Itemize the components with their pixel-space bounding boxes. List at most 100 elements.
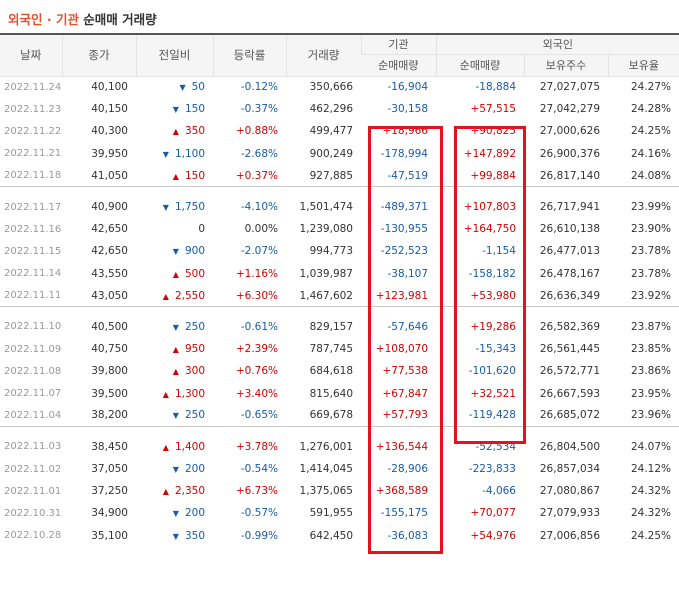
row-change: ▲ 500 (136, 263, 213, 285)
row-date: 2022.11.10 (4, 321, 62, 333)
row-change: 0 (136, 218, 213, 240)
table-row: 2022.11.16 42,650 0 0.00% 1,239,080 -130,955 +… (0, 218, 679, 240)
triangle-up-icon: ▲ (172, 367, 179, 377)
row-date: 2022.11.15 (4, 245, 62, 257)
row-foreign-net: -4,066 (482, 485, 516, 498)
row-holding-ratio: 23.96% (608, 404, 679, 428)
row-rate: 0.00% (244, 223, 278, 236)
row-holding-ratio: 23.92% (608, 284, 679, 308)
row-institution-net: -57,646 (387, 320, 428, 333)
table-row: 2022.11.17 40,900 ▼ 1,750 -4.10% 1,501,474 -48… (0, 196, 679, 218)
row-holding-ratio: 24.28% (630, 103, 672, 116)
row-holdings: 27,079,933 (539, 507, 600, 520)
row-foreign-net: +53,980 (436, 284, 524, 308)
row-rate: -0.57% (240, 507, 278, 520)
header-holdings: 보유주수 (523, 54, 608, 77)
row-institution-net: -30,158 (387, 103, 428, 116)
row-rate: +3.40% (235, 387, 278, 400)
row-change-value: 200 (184, 507, 205, 520)
row-volume: 1,276,001 (299, 440, 353, 453)
row-holding-ratio: 24.08% (608, 164, 679, 188)
row-change: ▲ 350 (136, 120, 213, 142)
row-rate: +6.73% (235, 485, 278, 498)
row-holdings: 27,027,075 (539, 81, 600, 94)
triangle-down-icon: ▼ (172, 509, 179, 519)
row-rate: -0.99% (240, 529, 278, 542)
row-date: 2022.11.03 (4, 441, 62, 453)
row-holding-ratio: 24.25% (630, 125, 672, 138)
row-change-value: 250 (184, 409, 205, 422)
row-close: 37,250 (91, 485, 128, 498)
table-row: 2022.11.11 43,050 ▲ 2,550 +6.30% 1,467,602 +12… (0, 284, 679, 308)
table-row: 2022.10.31 34,900 ▼ 200 -0.57% 591,955 -155,17… (0, 502, 679, 524)
row-rate: +0.88% (235, 125, 278, 138)
row-rate: -0.61% (240, 320, 278, 333)
row-foreign-net: -158,182 (468, 267, 516, 280)
row-date: 2022.11.04 (0, 404, 62, 428)
section-title-accent: 외국인 · 기관 (8, 12, 79, 27)
row-change: ▼ 50 (136, 76, 213, 98)
table-row: 2022.11.24 40,100 ▼ 50 -0.12% 350,666 -16,904 -… (0, 76, 679, 98)
row-date: 2022.11.09 (4, 343, 62, 355)
table-header: 날짜 종가 전일비 등락률 거래량 기관 외국인 순매매량 순매매량 보유주수 … (0, 34, 679, 77)
row-volume: 1,039,987 (299, 267, 353, 280)
row-close: 39,500 (91, 387, 128, 400)
row-rate: -2.68% (240, 147, 278, 160)
row-institution-net: -28,906 (387, 463, 428, 476)
row-holding-ratio: 24.25% (630, 529, 672, 542)
row-institution-net: +18,966 (382, 125, 428, 138)
row-volume: 499,477 (309, 125, 353, 138)
table-row: 2022.11.04 38,200 ▼ 250 -0.65% 669,678 +57,793… (0, 404, 679, 428)
row-close: 43,550 (91, 267, 128, 280)
row-foreign-net: -18,884 (475, 81, 516, 94)
triangle-down-icon: ▼ (172, 411, 179, 421)
row-holdings: 26,478,167 (539, 267, 600, 280)
row-close: 42,650 (91, 223, 128, 236)
row-institution-net: -47,519 (361, 164, 436, 188)
row-change-value: 1,750 (174, 201, 205, 214)
row-date: 2022.11.17 (4, 201, 62, 213)
row-institution-net: +368,589 (375, 485, 428, 498)
row-holding-ratio: 23.87% (630, 320, 672, 333)
header-volume: 거래량 (285, 34, 361, 77)
row-institution-net: +57,793 (361, 404, 436, 428)
row-close: 40,100 (91, 81, 128, 94)
row-change: ▼ 200 (136, 458, 213, 480)
row-institution-net: -252,523 (380, 245, 428, 258)
row-change-value: 950 (184, 343, 205, 356)
row-date: 2022.10.31 (4, 507, 62, 519)
row-close: 41,050 (62, 164, 136, 188)
row-holding-ratio: 24.27% (630, 81, 672, 94)
row-holdings: 26,582,369 (539, 320, 600, 333)
header-foreign: 외국인 (435, 34, 679, 55)
table-row: 2022.11.07 39,500 ▲ 1,300 +3.40% 815,640 +67,8… (0, 382, 679, 404)
row-holdings: 26,636,349 (524, 284, 608, 308)
row-holdings: 27,006,856 (539, 529, 600, 542)
row-volume: 1,501,474 (299, 201, 353, 214)
header-institution-net: 순매매량 (361, 54, 436, 77)
row-holdings: 26,717,941 (539, 201, 600, 214)
row-change: ▲ 2,550 (136, 284, 213, 308)
row-holding-ratio: 24.32% (630, 485, 672, 498)
row-date: 2022.11.11 (0, 284, 62, 308)
row-rate: -0.37% (240, 103, 278, 116)
row-close: 43,050 (62, 284, 136, 308)
table-row: 2022.11.03 38,450 ▲ 1,400 +3.78% 1,276,001 +13… (0, 436, 679, 458)
row-close: 37,050 (91, 463, 128, 476)
row-holdings: 26,667,593 (539, 387, 600, 400)
group-spacer (0, 427, 679, 436)
row-institution-net: -36,083 (387, 529, 428, 542)
header-change: 전일비 (135, 34, 213, 77)
row-date: 2022.11.22 (4, 125, 62, 137)
row-close: 34,900 (91, 507, 128, 520)
triangle-down-icon: ▼ (162, 203, 169, 213)
row-change-value: 2,550 (174, 289, 205, 302)
row-close: 35,100 (91, 529, 128, 542)
table-row: 2022.11.14 43,550 ▲ 500 +1.16% 1,039,987 -38,1… (0, 263, 679, 285)
row-volume: 1,239,080 (299, 223, 353, 236)
row-volume: 1,467,602 (286, 284, 361, 308)
row-institution-net: +108,070 (375, 343, 428, 356)
row-close: 40,500 (91, 320, 128, 333)
row-institution-net: -489,371 (380, 201, 428, 214)
row-change: ▼ 1,100 (136, 143, 213, 165)
